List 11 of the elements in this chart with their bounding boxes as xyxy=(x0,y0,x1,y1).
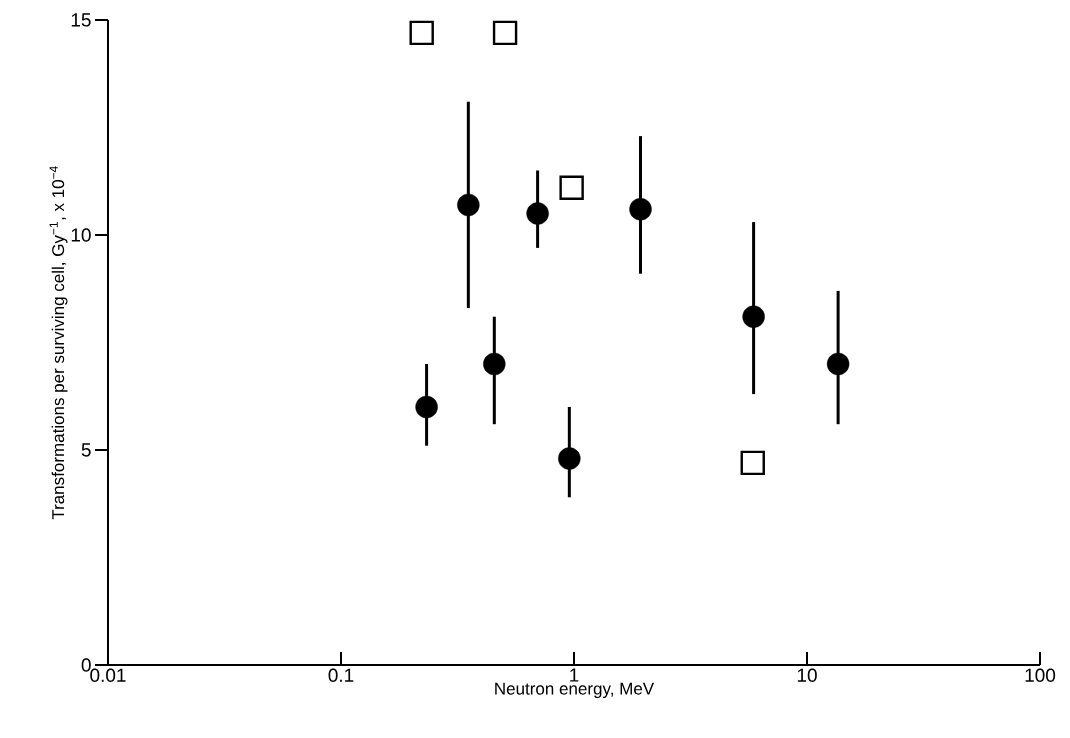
x-tick-label: 1 xyxy=(570,668,579,682)
y-tick-label: 15 xyxy=(71,13,91,27)
y-tick-label: 10 xyxy=(71,228,91,242)
x-tick-label: 0.1 xyxy=(328,668,354,682)
x-tick-label: 100 xyxy=(1025,668,1056,682)
y-axis-title: Transformations per surviving cell, Gy$^{−1}$, x 10$^{−4}$ xyxy=(49,166,68,520)
y-tick-label: 0 xyxy=(81,658,91,672)
x-tick-label: 10 xyxy=(797,668,817,682)
x-axis-title: Neutron energy, MeV xyxy=(495,682,655,699)
x-tick-label: 0.01 xyxy=(90,668,126,682)
y-tick-label: 5 xyxy=(81,443,91,457)
